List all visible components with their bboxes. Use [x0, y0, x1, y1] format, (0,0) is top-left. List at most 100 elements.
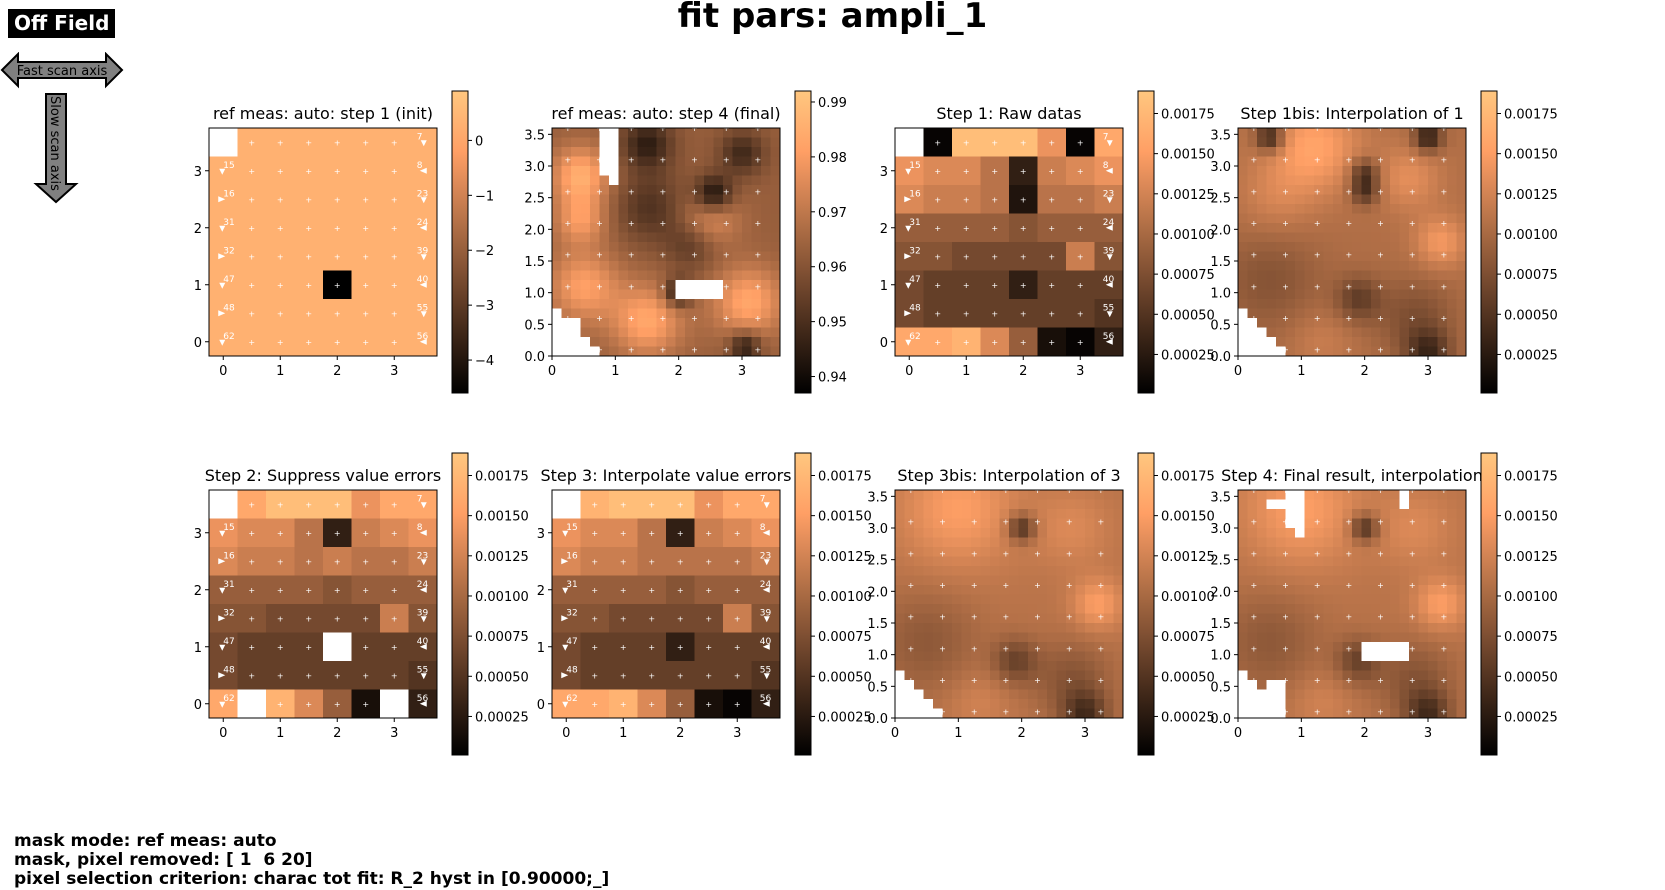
- heatmap-cell: [1276, 623, 1286, 633]
- heatmap-cell: [552, 232, 562, 243]
- heatmap-cell: [980, 327, 1010, 357]
- heatmap-cell: [1238, 156, 1248, 167]
- heatmap-cell: [999, 699, 1010, 709]
- grid-point-marker: +: [1097, 549, 1104, 558]
- grid-point-marker: +: [754, 346, 761, 355]
- heatmap-cell: [571, 147, 581, 157]
- y-tick-label: 2.5: [524, 192, 545, 207]
- grid-point-marker: +: [277, 500, 284, 509]
- heatmap-cell: [1437, 299, 1448, 309]
- grid-point-marker: +: [786, 314, 793, 323]
- heatmap-cell: [1361, 147, 1372, 157]
- heatmap-cell: [1447, 537, 1457, 548]
- grid-point-marker: +: [677, 586, 684, 595]
- heatmap-cell: [1304, 670, 1315, 681]
- heatmap-cell: [1333, 594, 1343, 605]
- heatmap-cell: [723, 661, 752, 690]
- heatmap-cell: [571, 251, 581, 262]
- heatmap-cell: [1380, 232, 1391, 243]
- heatmap-cell: [980, 632, 991, 643]
- heatmap-cell: [380, 547, 409, 576]
- x-tick-label: 2: [675, 364, 683, 379]
- heatmap-cell: [609, 299, 619, 309]
- heatmap-cell: [1390, 537, 1400, 548]
- grid-point-marker: [219, 282, 226, 289]
- heatmap-cell: [1371, 623, 1381, 633]
- heatmap-cell: [1409, 509, 1419, 519]
- heatmap-cell: [1314, 242, 1324, 252]
- heatmap-cell: [1342, 204, 1353, 214]
- heatmap-cell: [1333, 528, 1343, 538]
- heatmap-cell: [1094, 594, 1105, 605]
- heatmap-cell: [933, 604, 943, 614]
- heatmap-cell: [599, 137, 610, 148]
- heatmap-cell: [552, 166, 562, 176]
- heatmap-cell: [685, 213, 695, 224]
- heatmap-cell: [1247, 251, 1258, 262]
- heatmap-cell: [380, 490, 409, 519]
- heatmap-cell: [1314, 670, 1324, 681]
- grid-point-marker: +: [991, 309, 998, 318]
- heatmap-cell: [1409, 556, 1419, 567]
- heatmap-cell: [1113, 642, 1124, 652]
- grid-point-marker: +: [991, 281, 998, 290]
- heatmap-cell: [1380, 632, 1391, 643]
- point-label: 48: [223, 665, 235, 675]
- heatmap-cell: [1266, 299, 1277, 309]
- grid-point-marker: +: [963, 309, 970, 318]
- heatmap-cell: [1333, 137, 1343, 148]
- heatmap-cell: [952, 518, 962, 529]
- grid-point-marker: +: [1250, 581, 1257, 590]
- heatmap-cell: [1009, 670, 1019, 681]
- heatmap-cell: [1238, 308, 1248, 319]
- heatmap-cell: [1028, 499, 1038, 510]
- heatmap-cell: [628, 147, 638, 157]
- heatmap-cell: [675, 280, 686, 290]
- grid-point-marker: +: [1077, 281, 1084, 290]
- heatmap-cell: [1323, 346, 1334, 357]
- heatmap-cell: [1238, 651, 1248, 662]
- heatmap-cell: [704, 128, 714, 138]
- heatmap-cell: [1333, 327, 1343, 338]
- grid-point-marker: +: [564, 314, 571, 323]
- heatmap-cell: [1447, 147, 1457, 157]
- heatmap-cell: [742, 204, 752, 214]
- heatmap-cell: [713, 337, 724, 347]
- grid-point-marker: +: [1048, 224, 1055, 233]
- heatmap-cell: [1418, 194, 1429, 205]
- heatmap-cell: [1371, 566, 1381, 576]
- heatmap-cell: [1428, 594, 1438, 605]
- grid-point-marker: +: [1377, 549, 1384, 558]
- heatmap-cell: [266, 327, 295, 357]
- heatmap-cell: [1342, 604, 1353, 614]
- subplot-1: ref meas: auto: step 1 (init)+ + + + + ++ + + + +…: [194, 90, 494, 394]
- heatmap-cell: [742, 346, 752, 357]
- heatmap-cell: [1266, 346, 1277, 357]
- heatmap-cell: [266, 242, 295, 271]
- colorbar-tick-label: 0.00075: [1161, 630, 1215, 645]
- heatmap-cell: [1409, 699, 1419, 709]
- heatmap-cell: [1276, 166, 1286, 176]
- heatmap-cell: [561, 270, 572, 281]
- heatmap-cell: [1238, 566, 1248, 576]
- heatmap-cell: [1295, 166, 1305, 176]
- heatmap-cell: [618, 289, 629, 300]
- y-tick-label: 2.0: [1210, 585, 1231, 600]
- heatmap-cell: [666, 147, 676, 157]
- grid-point-marker: +: [305, 671, 312, 680]
- heatmap-cell: [1352, 128, 1362, 138]
- grid-point-marker: +: [1282, 187, 1289, 196]
- heatmap-cell: [294, 185, 324, 214]
- heatmap-cell: [1314, 689, 1324, 700]
- heatmap-cell: [723, 175, 733, 186]
- heatmap-cell: [1371, 270, 1381, 281]
- heatmap-cell: [1437, 204, 1448, 214]
- grid-point-marker: +: [1314, 676, 1321, 685]
- heatmap-cell: [237, 327, 267, 357]
- heatmap-cell: [980, 270, 1010, 300]
- grid-point-marker: +: [1020, 252, 1027, 261]
- heatmap-cell: [1276, 185, 1286, 195]
- heatmap-cell: [1304, 166, 1315, 176]
- heatmap-cell: [723, 156, 733, 167]
- heatmap-cell: [1380, 499, 1391, 510]
